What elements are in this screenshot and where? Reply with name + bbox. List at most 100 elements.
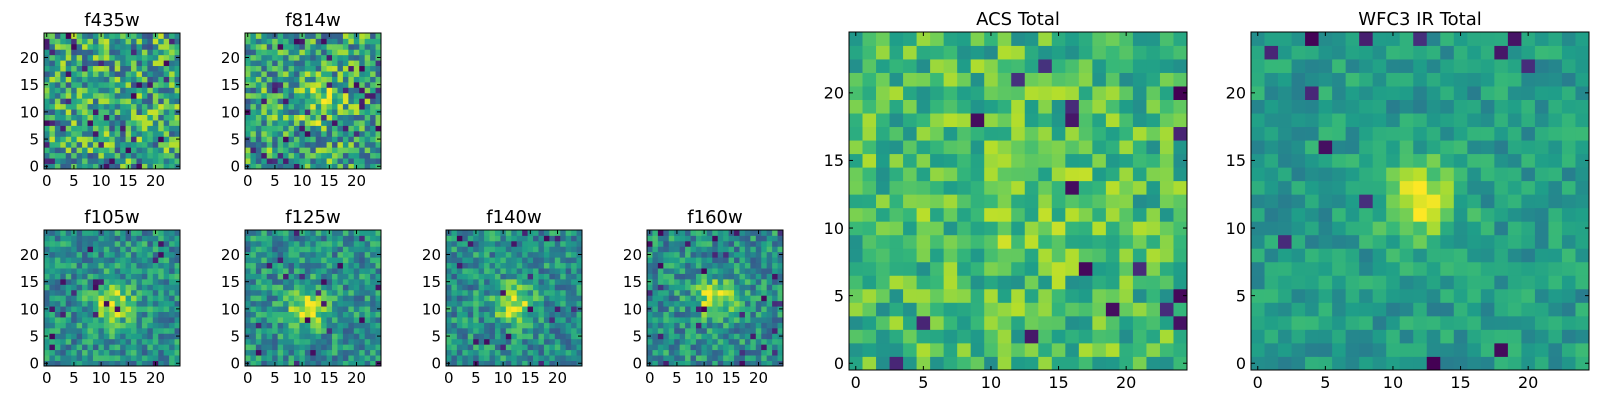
heatmap-cell (87, 300, 94, 307)
heatmap-cell (889, 126, 904, 141)
heatmap-cell (970, 126, 985, 141)
heatmap-cell (494, 327, 501, 334)
heatmap-cell (1453, 167, 1468, 182)
heatmap-cell (717, 284, 724, 291)
heatmap-cell (141, 295, 148, 302)
heatmap-cell (1440, 261, 1455, 276)
heatmap-cell (1399, 329, 1414, 344)
heatmap-cell (310, 76, 317, 83)
heatmap-cell (261, 76, 268, 83)
heatmap-cell (310, 306, 317, 312)
heatmap-cell (685, 284, 691, 291)
heatmap-cell (473, 240, 480, 247)
heatmap-cell (1494, 261, 1509, 276)
heatmap-cell (261, 306, 268, 312)
heatmap-cell (65, 230, 72, 236)
heatmap-cell (984, 99, 999, 114)
heatmap-cell (348, 114, 355, 121)
heatmap-cell (103, 38, 110, 45)
heatmap-cell (92, 360, 99, 367)
heatmap-cell (916, 275, 931, 290)
heatmap-cell (1561, 288, 1576, 303)
heatmap-cell (359, 360, 366, 367)
heatmap-cell (283, 152, 289, 159)
heatmap-cell (761, 240, 768, 247)
heatmap-cell (916, 72, 931, 87)
heatmap-cell (359, 103, 366, 110)
heatmap-cell (889, 153, 904, 168)
heatmap-cell (576, 257, 583, 264)
heatmap-cell (744, 262, 751, 269)
heatmap-cell (288, 158, 295, 164)
heatmap-cell (337, 98, 344, 105)
heatmap-cell (538, 273, 545, 280)
heatmap-cell (1051, 86, 1066, 100)
heatmap-cell (272, 87, 279, 94)
heatmap-cell (174, 92, 181, 99)
heatmap-cell (701, 311, 708, 318)
heatmap-cell (120, 109, 126, 115)
heatmap-cell (332, 273, 338, 280)
heatmap-cell (876, 153, 890, 168)
heatmap-cell (49, 60, 56, 67)
heatmap-cell (462, 251, 469, 258)
heatmap-cell (141, 251, 148, 258)
heatmap-cell (462, 235, 469, 242)
heatmap-cell (1278, 302, 1292, 317)
heatmap-cell (916, 194, 931, 209)
heatmap-cell (49, 87, 56, 94)
heatmap-cell (163, 76, 170, 83)
heatmap-cell (500, 322, 507, 329)
heatmap-cell (370, 273, 376, 280)
heatmap-cell (1078, 356, 1093, 371)
heatmap-cell (65, 76, 72, 83)
heatmap-cell (494, 306, 501, 312)
heatmap-cell (82, 306, 88, 312)
heatmap-cell (261, 338, 268, 345)
heatmap-cell (1318, 207, 1333, 222)
heatmap-cell (283, 257, 289, 264)
heatmap-cell (1024, 207, 1039, 222)
heatmap-cell (87, 98, 94, 105)
heatmap-cell (500, 289, 507, 296)
heatmap-cell (76, 33, 83, 39)
y-tick-label: 5 (230, 327, 240, 345)
heatmap-cell (141, 300, 148, 307)
heatmap-cell (511, 257, 518, 264)
heatmap-cell (299, 278, 306, 285)
heatmap-cell (109, 349, 116, 356)
heatmap-cell (755, 355, 762, 361)
heatmap-cell (293, 136, 300, 143)
heatmap-cell (370, 43, 376, 50)
heatmap-cell (1024, 288, 1039, 303)
heatmap-cell (131, 344, 137, 351)
heatmap-cell (98, 38, 105, 45)
heatmap-cell (49, 109, 56, 115)
heatmap-cell (728, 278, 735, 285)
heatmap-cell (772, 278, 778, 285)
heatmap-cell (862, 261, 877, 276)
heatmap-cell (657, 278, 664, 285)
heatmap-cell (522, 355, 528, 361)
heatmap-cell (332, 114, 338, 121)
heatmap-cell (538, 262, 545, 269)
heatmap-cell (283, 114, 289, 121)
heatmap-cell (761, 230, 768, 236)
heatmap-cell (120, 278, 126, 285)
heatmap-cell (250, 295, 257, 302)
heatmap-cell (353, 141, 360, 148)
heatmap-cell (163, 109, 170, 115)
heatmap-cell (342, 344, 349, 351)
heatmap-cell (163, 114, 170, 121)
heatmap-cell (315, 300, 322, 307)
heatmap-cell (984, 32, 999, 46)
heatmap-cell (1051, 261, 1066, 276)
heatmap-cell (283, 158, 289, 164)
heatmap-cell (1146, 248, 1161, 263)
heatmap-cell (92, 338, 99, 345)
heatmap-cell (916, 153, 931, 168)
heatmap-cell (158, 327, 165, 334)
heatmap-cell (321, 54, 327, 61)
heatmap-cell (1332, 302, 1347, 317)
heatmap-cell (766, 344, 773, 351)
